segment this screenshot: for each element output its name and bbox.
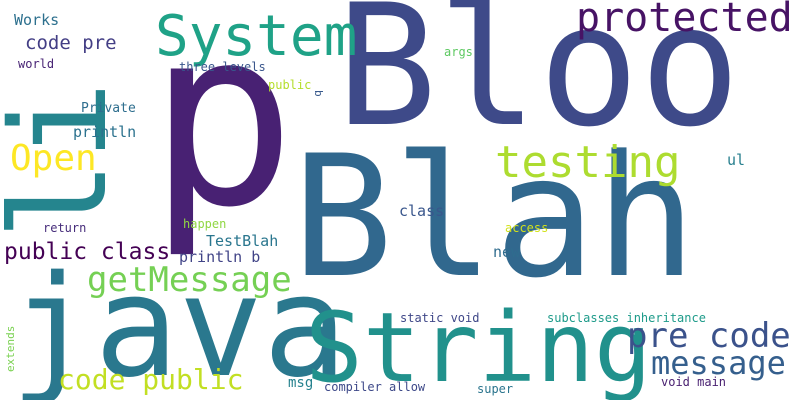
word-getmessage: getMessage bbox=[87, 263, 292, 297]
word-testing: testing bbox=[495, 141, 680, 185]
word-works: Works bbox=[14, 13, 59, 28]
word-access: access bbox=[505, 222, 548, 234]
word-world: world bbox=[18, 58, 54, 70]
word-subclasses-inheritance: subclasses inheritance bbox=[547, 312, 706, 324]
word-println-1: println bbox=[73, 125, 136, 140]
word-code-pre: code pre bbox=[25, 34, 117, 53]
word-ul: ul bbox=[727, 153, 745, 168]
word-return: return bbox=[43, 222, 86, 234]
word-args: args bbox=[444, 46, 473, 58]
word-open: Open bbox=[10, 141, 97, 177]
word-public-class: public class bbox=[4, 241, 170, 264]
word-compiler-allow: compiler allow bbox=[324, 381, 425, 393]
word-static-void: static void bbox=[400, 312, 479, 324]
word-b: b bbox=[313, 90, 324, 97]
word-three-levels: three levels bbox=[179, 61, 266, 73]
word-new: new bbox=[493, 245, 520, 260]
word-system: System bbox=[155, 9, 357, 65]
word-private: Private bbox=[81, 102, 136, 115]
word-testblah: TestBlah bbox=[206, 234, 278, 249]
word-println-b: println b bbox=[179, 250, 260, 265]
word-public-small: public bbox=[268, 79, 311, 91]
word-class: class bbox=[399, 204, 444, 219]
word-happen: happen bbox=[183, 218, 226, 230]
word-super: super bbox=[477, 383, 513, 395]
word-msg: msg bbox=[288, 376, 313, 390]
word-void-main: void main bbox=[661, 376, 726, 388]
word-protected: protected bbox=[576, 0, 793, 38]
word-code-public: code public bbox=[58, 366, 243, 394]
word-extends: extends bbox=[5, 326, 16, 372]
